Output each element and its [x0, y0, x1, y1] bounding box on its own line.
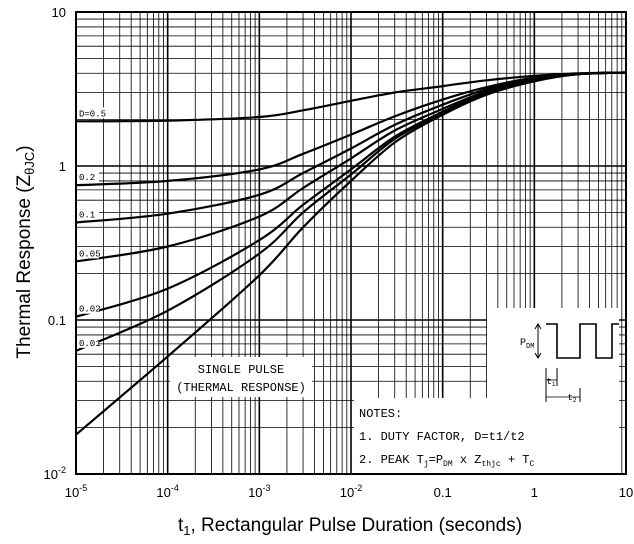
- series-label-bg: [77, 107, 107, 119]
- series-label: 0.01: [79, 339, 101, 349]
- chart-series: [75, 71, 627, 436]
- pdm-label: PDM: [520, 338, 534, 351]
- x-tick-label: 0.1: [434, 485, 452, 500]
- y-tick-label: 10-2: [44, 465, 66, 482]
- x-tick-label: 10-5: [65, 483, 87, 500]
- series-label: D=0.5: [79, 109, 106, 119]
- plot-frame: [75, 11, 627, 475]
- series-label-bg: [77, 171, 99, 183]
- t1-label: t1: [546, 377, 555, 388]
- thermal-response-label: (THERMAL RESPONSE): [176, 381, 306, 395]
- series-line-0: [75, 71, 627, 123]
- y-tick-label: 10: [52, 5, 66, 20]
- series-label-bg: [77, 336, 99, 348]
- notes-title: NOTES:: [359, 407, 402, 421]
- t2-label: t2: [567, 393, 576, 404]
- y-axis-title: Thermal Response (ZθJC): [14, 145, 37, 358]
- series-label-bg: [77, 302, 99, 314]
- note-peak-tj: 2. PEAK Tj=PDM x Zthjc + TC: [359, 453, 534, 469]
- notes-box: NOTES: 1. DUTY FACTOR, D=t1/t2 2. PEAK T…: [354, 398, 619, 473]
- series-label-bg: [77, 247, 99, 259]
- y-tick-label: 1: [59, 159, 66, 174]
- series-line-6: [75, 71, 627, 436]
- x-tick-label: 10-3: [248, 483, 270, 500]
- duty-labels: D=0.5 0.2 0.1 0.05 0.02 0.01: [77, 107, 107, 349]
- x-tick-label: 1: [531, 485, 538, 500]
- x-tick-label: 10: [619, 485, 633, 500]
- single-pulse-annotation: SINGLE PULSE (THERMAL RESPONSE): [170, 357, 312, 397]
- series-label: 0.1: [79, 210, 95, 220]
- x-tick-label: 10-2: [340, 483, 362, 500]
- x-tick-labels: 10-5 10-4 10-3 10-2 0.1 1 10: [65, 483, 633, 500]
- note-duty-factor: 1. DUTY FACTOR, D=t1/t2: [359, 430, 525, 444]
- y-tick-label: 0.1: [48, 313, 66, 328]
- x-tick-label: 10-4: [156, 483, 178, 500]
- series-label: 0.2: [79, 173, 95, 183]
- single-pulse-label: SINGLE PULSE: [198, 363, 284, 377]
- series-label: 0.02: [79, 305, 101, 315]
- x-axis-title: t1, Rectangular Pulse Duration (seconds): [178, 515, 522, 538]
- series-label: 0.05: [79, 249, 101, 259]
- pulse-waveform-diagram: PDM t1 t2: [487, 308, 619, 404]
- y-tick-labels: 10 1 0.1 10-2: [44, 5, 66, 482]
- series-label-bg: [77, 208, 99, 220]
